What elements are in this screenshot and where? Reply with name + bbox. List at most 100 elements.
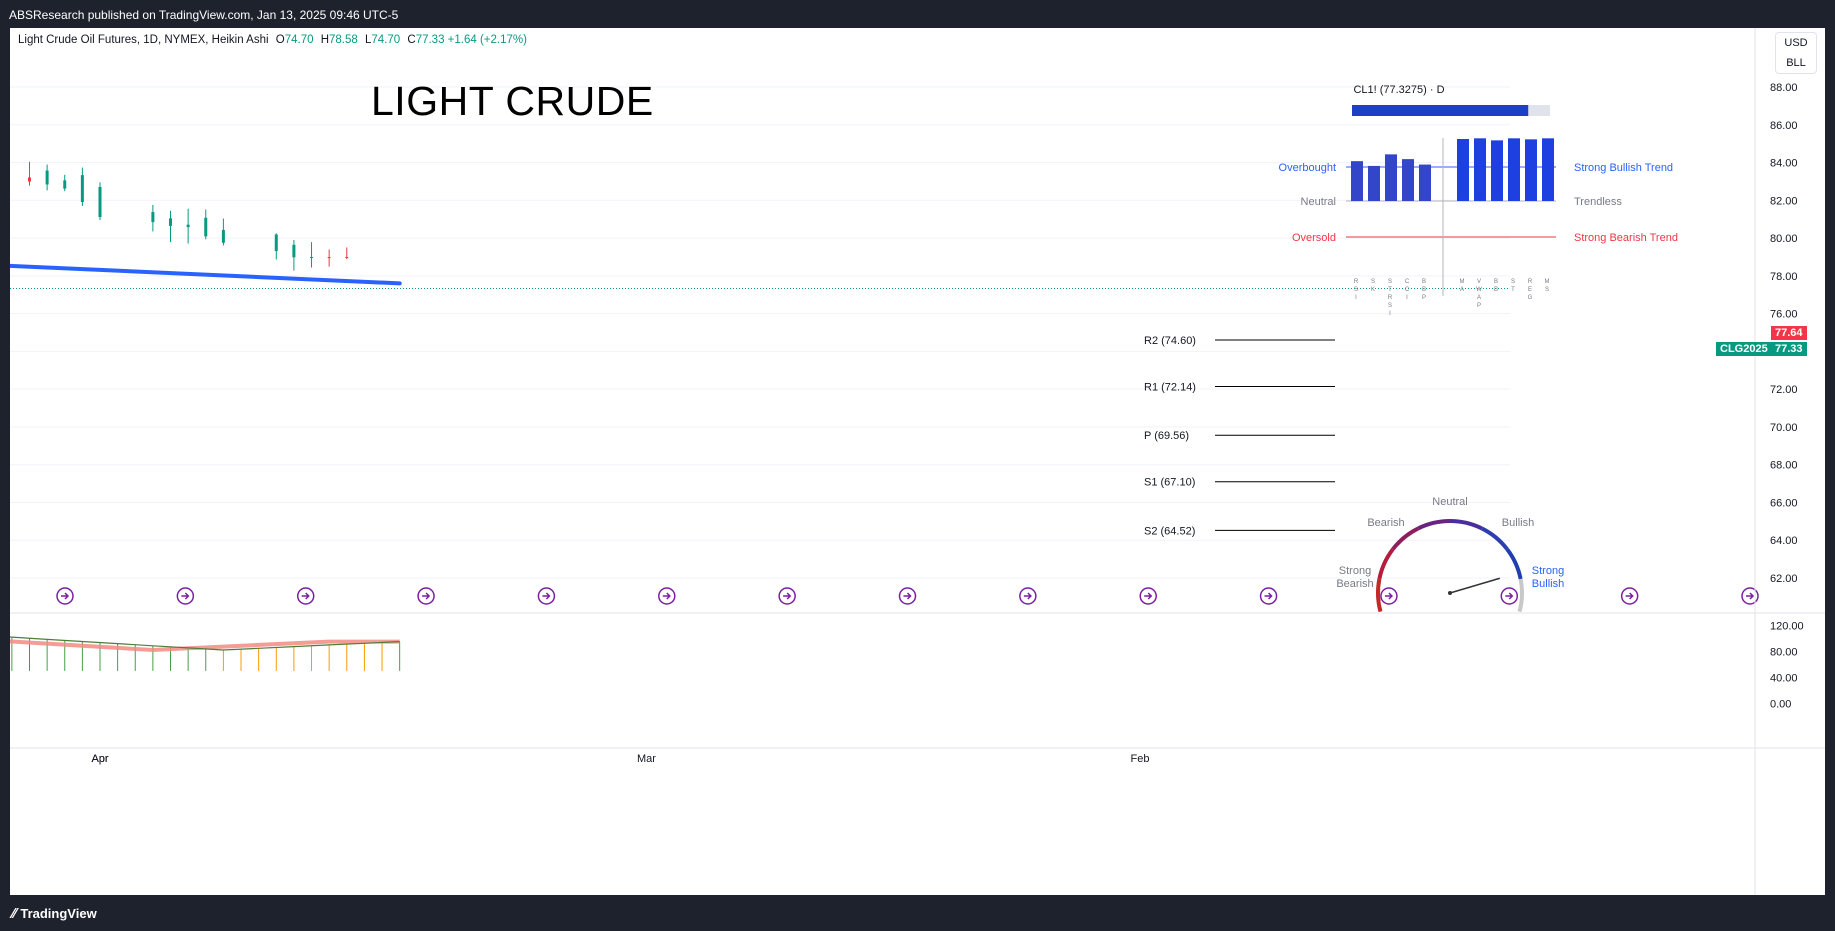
osc-bar-label: S (1371, 279, 1375, 285)
candle-body (310, 257, 314, 259)
unit-label[interactable]: BLL (1786, 57, 1806, 69)
pivot-label-s1: S1 (67.10) (1144, 477, 1195, 489)
trend-bar-bb (1491, 140, 1503, 201)
tradingview-logo[interactable]: ⁄⁄ TradingView (12, 906, 97, 922)
osc-tick-label: 40.00 (1770, 672, 1798, 684)
signal-circle (417, 587, 435, 605)
price-tick-label: 84.00 (1770, 158, 1798, 170)
osc-bar-label: S (1388, 303, 1392, 309)
signal-marker (1259, 587, 1278, 605)
chart-svg[interactable]: R2 (74.60) R1 (72.14) P (69.56) S1 (67.10) S… (10, 28, 1825, 895)
open-label: O (275, 34, 285, 46)
publish-line: ABSResearch published on TradingView.com… (9, 8, 399, 22)
symbol-legend: Light Crude Oil Futures, 1D, NYMEX, Heik… (18, 34, 527, 46)
signal-circle (658, 587, 676, 605)
trend-bar-vwap (1474, 138, 1486, 201)
price-tick-label: 78.00 (1770, 271, 1798, 283)
price-tick-label: 82.00 (1770, 195, 1798, 207)
chart-title: LIGHT CRUDE (371, 78, 654, 124)
sentiment-gauge: StrongBearishBearishNeutralBullishStrong… (1336, 496, 1564, 613)
osc-tick-label: 0.00 (1770, 698, 1791, 710)
signal-arrow-icon (542, 592, 551, 600)
price-tick-label: 86.00 (1770, 120, 1798, 132)
signal-arrow-icon (1746, 592, 1755, 600)
candle-body (327, 257, 331, 259)
gauge-segment (1391, 526, 1420, 551)
trend-bar-label: A (1460, 287, 1464, 293)
time-tick-label: Apr (91, 753, 108, 765)
symbol-title: Light Crude Oil Futures, 1D, NYMEX, Heik… (18, 34, 269, 46)
tradingview-logo-icon: ⁄⁄ (12, 907, 17, 922)
candle-body (221, 229, 225, 243)
oscillator-signal-line (10, 639, 400, 653)
signal-marker (56, 587, 74, 605)
signal-circle (1259, 587, 1278, 605)
gauge-segment (1480, 526, 1509, 551)
gauge-strong-bullish-label: Strong (1532, 565, 1564, 577)
gauge-neutral-label: Neutral (1432, 496, 1467, 508)
trend-bar-ma (1457, 139, 1469, 201)
trend-bar-label: M (1545, 279, 1550, 285)
close-label: C (407, 34, 416, 46)
trend-bar-st (1508, 138, 1520, 201)
osc-bar-label: C (1405, 287, 1410, 293)
osc-bar-label: R (1388, 295, 1393, 301)
signal-arrow-icon (1264, 592, 1273, 600)
osc-bar-strsi (1385, 154, 1397, 201)
gauge-segment (1449, 519, 1483, 531)
gauge-strong-bullish-label: Bullish (1532, 578, 1564, 590)
signal-circle (898, 587, 917, 605)
gauge-strong-bearish-label: Strong (1339, 565, 1371, 577)
publish-header: ABSResearch published on TradingView.com… (0, 0, 1835, 28)
candle-body (292, 244, 296, 258)
signal-marker (1019, 587, 1037, 605)
signal-arrow-icon (181, 592, 190, 600)
signal-arrow-icon (1384, 592, 1393, 600)
trend-bar-label: B (1494, 287, 1498, 293)
signal-marker (1741, 587, 1759, 605)
price-tick-label: 70.00 (1770, 422, 1798, 434)
candle-body (63, 180, 67, 189)
signal-circle (296, 587, 315, 605)
gauge-pivot (1448, 591, 1452, 595)
price-tick-label: 80.00 (1770, 233, 1798, 245)
signal-circle (1500, 587, 1519, 605)
signal-arrow-icon (1505, 592, 1514, 600)
high-price-badge: 77.64 (1771, 326, 1807, 340)
price-tick-label: 62.00 (1770, 573, 1798, 585)
signal-circle (1380, 587, 1398, 605)
trend-bar-label: G (1528, 295, 1533, 301)
candle-body (204, 217, 208, 237)
osc-bar-bbp (1419, 164, 1431, 201)
moving-average-line (10, 263, 402, 286)
signal-marker (1620, 587, 1639, 605)
high-value: 78.58 (329, 34, 358, 46)
price-tick-label: 88.00 (1770, 82, 1798, 94)
osc-bar-label: S (1354, 287, 1358, 293)
gauge-segment (1376, 578, 1383, 613)
low-label: L (364, 34, 372, 46)
candle-body (169, 218, 173, 226)
signal-marker (417, 587, 435, 605)
candle-body (274, 234, 278, 252)
signal-marker (658, 587, 676, 605)
chart-area[interactable]: R2 (74.60) R1 (72.14) P (69.56) S1 (67.10) S… (10, 28, 1825, 895)
candle-body (80, 175, 84, 203)
trend-bar-reg (1525, 139, 1537, 201)
signal-marker (296, 587, 315, 605)
currency-unit-selector[interactable]: USD BLL (1775, 32, 1817, 74)
signal-marker (537, 587, 556, 605)
signal-marker (898, 587, 917, 605)
signal-circle (778, 587, 796, 605)
time-tick-label: Apr (91, 753, 108, 765)
gauge-needle (1449, 577, 1501, 594)
gauge-bearish-label: Bearish (1367, 517, 1404, 529)
signal-arrow-icon (662, 592, 671, 600)
pivot-label-p: P (69.56) (1144, 430, 1189, 442)
candle-body (45, 170, 49, 185)
currency-label[interactable]: USD (1784, 37, 1808, 49)
technical-rating-widget: CL1! (77.3275) · D Overbought Neutral Overs… (1279, 84, 1678, 317)
open-value: 74.70 (284, 34, 314, 46)
signal-arrow-icon (422, 592, 431, 600)
osc-bar-label: K (1371, 287, 1375, 293)
